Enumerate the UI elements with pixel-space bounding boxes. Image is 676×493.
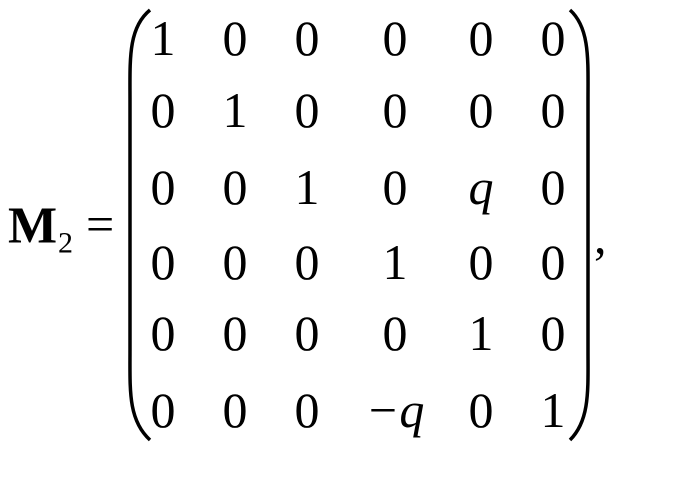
matrix-cell: 0 — [295, 82, 320, 138]
equals-sign: = — [86, 196, 114, 252]
matrix-cell: 0 — [151, 159, 176, 215]
matrix-cell: 1 — [383, 234, 408, 290]
matrix-cell: 0 — [151, 82, 176, 138]
matrix-cell: 0 — [295, 234, 320, 290]
matrix-cell: 0 — [383, 159, 408, 215]
matrix-cell: 1 — [223, 82, 248, 138]
matrix-cell: 1 — [469, 305, 494, 361]
matrix-cell: 1 — [295, 159, 320, 215]
matrix-cell: 0 — [541, 159, 566, 215]
comma: , — [594, 208, 607, 264]
matrix-cell: 1 — [151, 10, 176, 66]
matrix-cell: 0 — [223, 305, 248, 361]
matrix-cell: q — [469, 159, 494, 215]
subscript: 2 — [58, 227, 73, 260]
matrix-cell: 0 — [541, 305, 566, 361]
matrix-cell: 0 — [541, 10, 566, 66]
matrix-cell: 0 — [469, 82, 494, 138]
matrix-cell: 0 — [151, 382, 176, 438]
matrix-cell: −q — [366, 382, 425, 438]
matrix-cell: 0 — [295, 10, 320, 66]
matrix-cell: 0 — [223, 382, 248, 438]
right-parenthesis — [568, 8, 590, 442]
matrix-body: 1 0 0 0 0 00 1 0 0 0 00 0 1 0 q 00 0 0 1 0 00 0 0 0 1 00 0 0 −q 0 1 — [151, 10, 566, 438]
left-parenthesis — [128, 8, 152, 442]
matrix-cell: 0 — [295, 305, 320, 361]
matrix-cell: 0 — [469, 382, 494, 438]
matrix-cell: 0 — [541, 234, 566, 290]
matrix-name: M — [8, 198, 57, 255]
matrix-cell: 0 — [541, 82, 566, 138]
matrix-cell: 0 — [383, 305, 408, 361]
matrix-cell: 0 — [469, 234, 494, 290]
matrix-cell: 0 — [383, 82, 408, 138]
matrix-cell: 0 — [151, 234, 176, 290]
matrix-cell: 0 — [383, 10, 408, 66]
matrix-cell: 0 — [469, 10, 494, 66]
matrix-cell: 1 — [541, 382, 566, 438]
matrix-cell: 0 — [295, 382, 320, 438]
matrix-cell: 0 — [223, 10, 248, 66]
matrix-cell: 0 — [223, 234, 248, 290]
matrix-cell: 0 — [223, 159, 248, 215]
matrix-cell: 0 — [151, 305, 176, 361]
